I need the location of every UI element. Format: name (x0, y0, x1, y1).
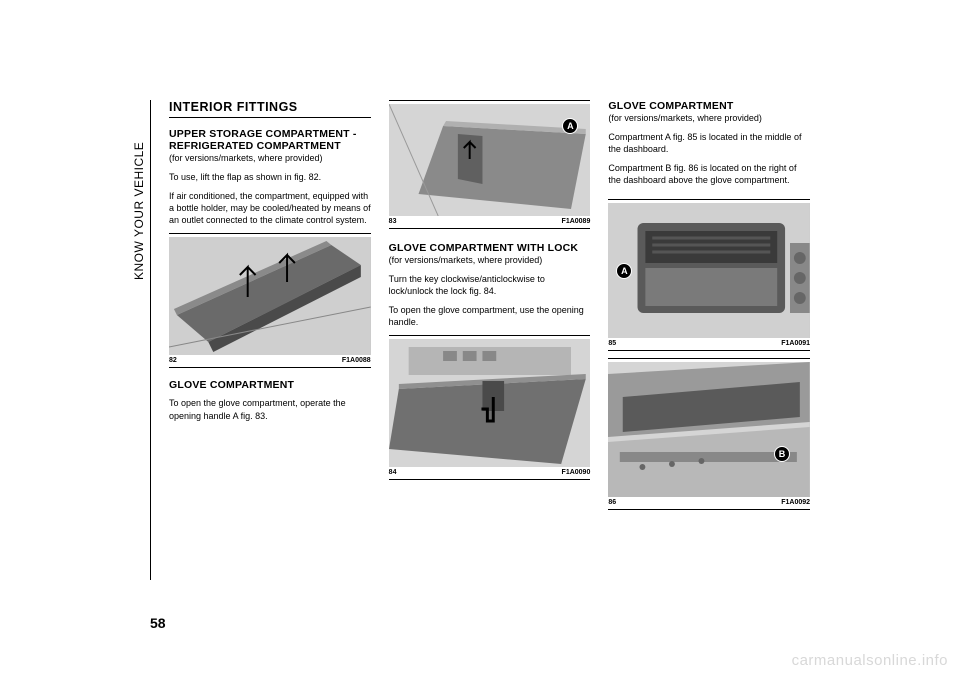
page-number: 58 (150, 615, 166, 631)
figure-84: 84 F1A0090 (389, 335, 591, 480)
note-text: (for versions/markets, where provided) (389, 255, 591, 267)
figure-code: F1A0089 (562, 218, 591, 225)
figure-number: 83 (389, 218, 397, 225)
figure-caption: 84 F1A0090 (389, 467, 591, 476)
figure-code: F1A0091 (781, 340, 810, 347)
figure-code: F1A0092 (781, 499, 810, 506)
body-text: Compartment A fig. 85 is located in the … (608, 131, 810, 155)
body-text: To open the glove compartment, operate t… (169, 397, 371, 421)
figure-number: 84 (389, 469, 397, 476)
page-title: INTERIOR FITTINGS (169, 100, 371, 118)
heading-upper-storage: UPPER STORAGE COMPARTMENT - REFRIGERATED… (169, 128, 371, 152)
section-tab: KNOW YOUR VEHICLE (132, 100, 146, 280)
heading-glove-compartment-2: GLOVE COMPARTMENT (608, 100, 810, 112)
figure-image (169, 237, 371, 355)
figure-image (389, 339, 591, 467)
figure-85: A 85 F1A0091 (608, 199, 810, 351)
page-content: INTERIOR FITTINGS UPPER STORAGE COMPARTM… (150, 100, 810, 580)
note-text: (for versions/markets, where provided) (608, 113, 810, 125)
figure-caption: 82 F1A0088 (169, 355, 371, 364)
figure-number: 82 (169, 357, 177, 364)
body-text: To use, lift the flap as shown in fig. 8… (169, 171, 371, 183)
figure-code: F1A0090 (562, 469, 591, 476)
heading-glove-compartment: GLOVE COMPARTMENT (169, 379, 371, 391)
figure-number: 86 (608, 499, 616, 506)
column-3: GLOVE COMPARTMENT (for versions/markets,… (608, 100, 810, 580)
heading-glove-lock: GLOVE COMPARTMENT WITH LOCK (389, 242, 591, 254)
body-text: Turn the key clockwise/anticlockwise to … (389, 273, 591, 297)
figure-caption: 83 F1A0089 (389, 216, 591, 225)
figure-86: B 86 F1A0092 (608, 358, 810, 510)
watermark: carmanualsonline.info (792, 652, 948, 669)
figure-82: 82 F1A0088 (169, 233, 371, 368)
figure-caption: 86 F1A0092 (608, 497, 810, 506)
column-1: INTERIOR FITTINGS UPPER STORAGE COMPARTM… (169, 100, 371, 580)
note-text: (for versions/markets, where provided) (169, 153, 371, 165)
body-text: If air conditioned, the compartment, equ… (169, 190, 371, 226)
figure-image: A (389, 104, 591, 216)
figure-image: A (608, 203, 810, 338)
body-text: To open the glove compartment, use the o… (389, 304, 591, 328)
body-text: Compartment B fig. 86 is located on the … (608, 162, 810, 186)
figure-83: A 83 F1A0089 (389, 100, 591, 229)
figure-image: B (608, 362, 810, 497)
figure-number: 85 (608, 340, 616, 347)
figure-caption: 85 F1A0091 (608, 338, 810, 347)
column-2: A 83 F1A0089 GLOVE COMPARTMENT WITH LOCK… (389, 100, 591, 580)
figure-code: F1A0088 (342, 357, 371, 364)
